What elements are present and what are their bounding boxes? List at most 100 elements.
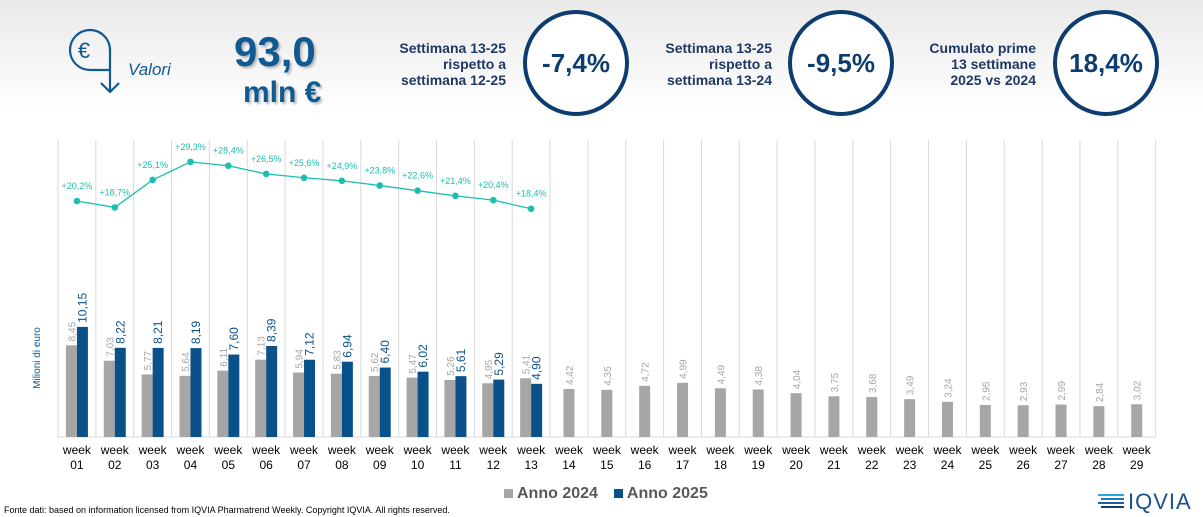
bar-label-2025: 8,22 [113,320,127,344]
bar-2024 [979,404,991,437]
growth-point [527,205,535,213]
growth-label: +25,6% [289,158,320,168]
x-tick-label: 04 [184,458,198,472]
bar-2025 [266,345,278,437]
bar-2024 [1017,405,1029,437]
bar-2024 [563,389,575,437]
x-tick-label: week [138,443,168,457]
x-tick-label: week [1046,443,1076,457]
growth-point [338,177,346,185]
growth-label: +26,5% [251,154,282,164]
bar-2024 [677,382,689,437]
x-tick-label: week [327,443,357,457]
bar-label-2024: 5,94 [295,349,306,369]
x-tick-label: 05 [222,458,236,472]
x-tick-label: week [213,443,243,457]
bar-label-2024: 7,03 [105,337,116,357]
bar-2024 [368,376,380,437]
x-tick-label: 18 [714,458,728,472]
growth-label: +20,2% [62,181,93,191]
x-tick-label: 09 [373,458,387,472]
x-tick-label: week [251,443,281,457]
bar-2025 [455,376,467,437]
x-tick-label: week [440,443,470,457]
x-tick-label: week [1122,443,1152,457]
growth-label: +25,1% [137,160,168,170]
bar-label-2024: 5,47 [408,354,419,374]
growth-point [262,170,270,178]
legend-label: Anno 2025 [626,485,708,502]
bar-label-2025: 5,29 [492,352,506,376]
growth-point [111,204,119,211]
bar-2024 [179,375,191,437]
kpi-label-line: Settimana 13-25 [665,40,772,56]
x-tick-label: week [554,443,584,457]
bar-label-2025: 8,19 [189,320,203,344]
x-tick-label: 06 [259,458,273,472]
kpi-label-line: rispetto a [442,56,506,72]
growth-label: +20,4% [478,180,509,190]
bar-label-2024: 4,49 [716,364,727,384]
growth-point [489,196,497,204]
bar-2024 [1055,404,1067,437]
growth-label: +18,7% [99,187,130,197]
growth-point [300,174,308,182]
x-tick-label: 20 [789,458,803,472]
total-value: 93,0 [234,28,316,75]
bar-2025 [417,371,429,437]
growth-label: +18,4% [516,189,547,199]
bar-2024 [141,374,153,437]
x-tick-label: week [819,443,849,457]
bar-label-2024: 3,75 [830,372,841,392]
bar-label-2024: 5,83 [332,350,343,370]
bar-label-2024: 4,35 [603,366,614,386]
growth-label: +24,9% [326,161,357,171]
bar-label-2025: 8,39 [265,318,279,342]
x-tick-label: 15 [600,458,614,472]
x-tick-label: week [289,443,319,457]
x-tick-label: 21 [827,458,841,472]
bar-label-2025: 7,60 [227,327,241,351]
kpi-label-line: settimana 13-24 [666,72,772,88]
bar-label-2024: 4,95 [484,359,495,379]
bar-label-2024: 4,99 [679,359,690,379]
bar-2024 [217,370,229,437]
bar-2025 [114,347,126,437]
x-tick-label: 07 [297,458,311,472]
svg-text:€: € [78,38,90,63]
bar-label-2024: 5,26 [446,356,457,376]
x-tick-label: 12 [487,458,501,472]
bar-label-2024: 3,02 [1133,380,1144,400]
bar-2024 [828,396,840,437]
x-tick-label: 01 [70,458,84,472]
x-tick-label: week [365,443,395,457]
bar-label-2024: 7,13 [257,336,268,356]
x-tick-label: week [478,443,508,457]
x-tick-label: week [403,443,433,457]
legend-label: Anno 2024 [517,485,598,502]
x-tick-label: 10 [411,458,425,472]
bar-2024 [330,373,342,437]
iqvia-logo-icon [1098,494,1124,508]
x-tick-label: week [100,443,130,457]
bar-2025 [228,354,240,437]
growth-point [225,162,232,170]
bar-label-2024: 5,64 [181,352,192,372]
bar-2025 [152,347,164,437]
x-tick-label: 19 [752,458,766,472]
growth-point [187,158,194,166]
growth-label: +28,4% [213,146,244,156]
bar-2024 [255,359,267,437]
kpi-label-3: Cumulato prime 13 settimane 2025 vs 2024 [876,40,1036,88]
bar-2024 [444,379,456,437]
x-tick-label: week [857,443,887,457]
growth-label: +23,8% [364,166,395,176]
x-tick-label: 26 [1016,458,1030,472]
x-tick-label: 11 [449,458,462,472]
bar-label-2025: 10,15 [75,293,89,323]
bar-label-2024: 4,04 [792,369,803,389]
bar-label-2025: 5,61 [454,348,468,372]
bar-2024 [752,389,764,437]
kpi-label-line: Cumulato prime [929,40,1036,56]
